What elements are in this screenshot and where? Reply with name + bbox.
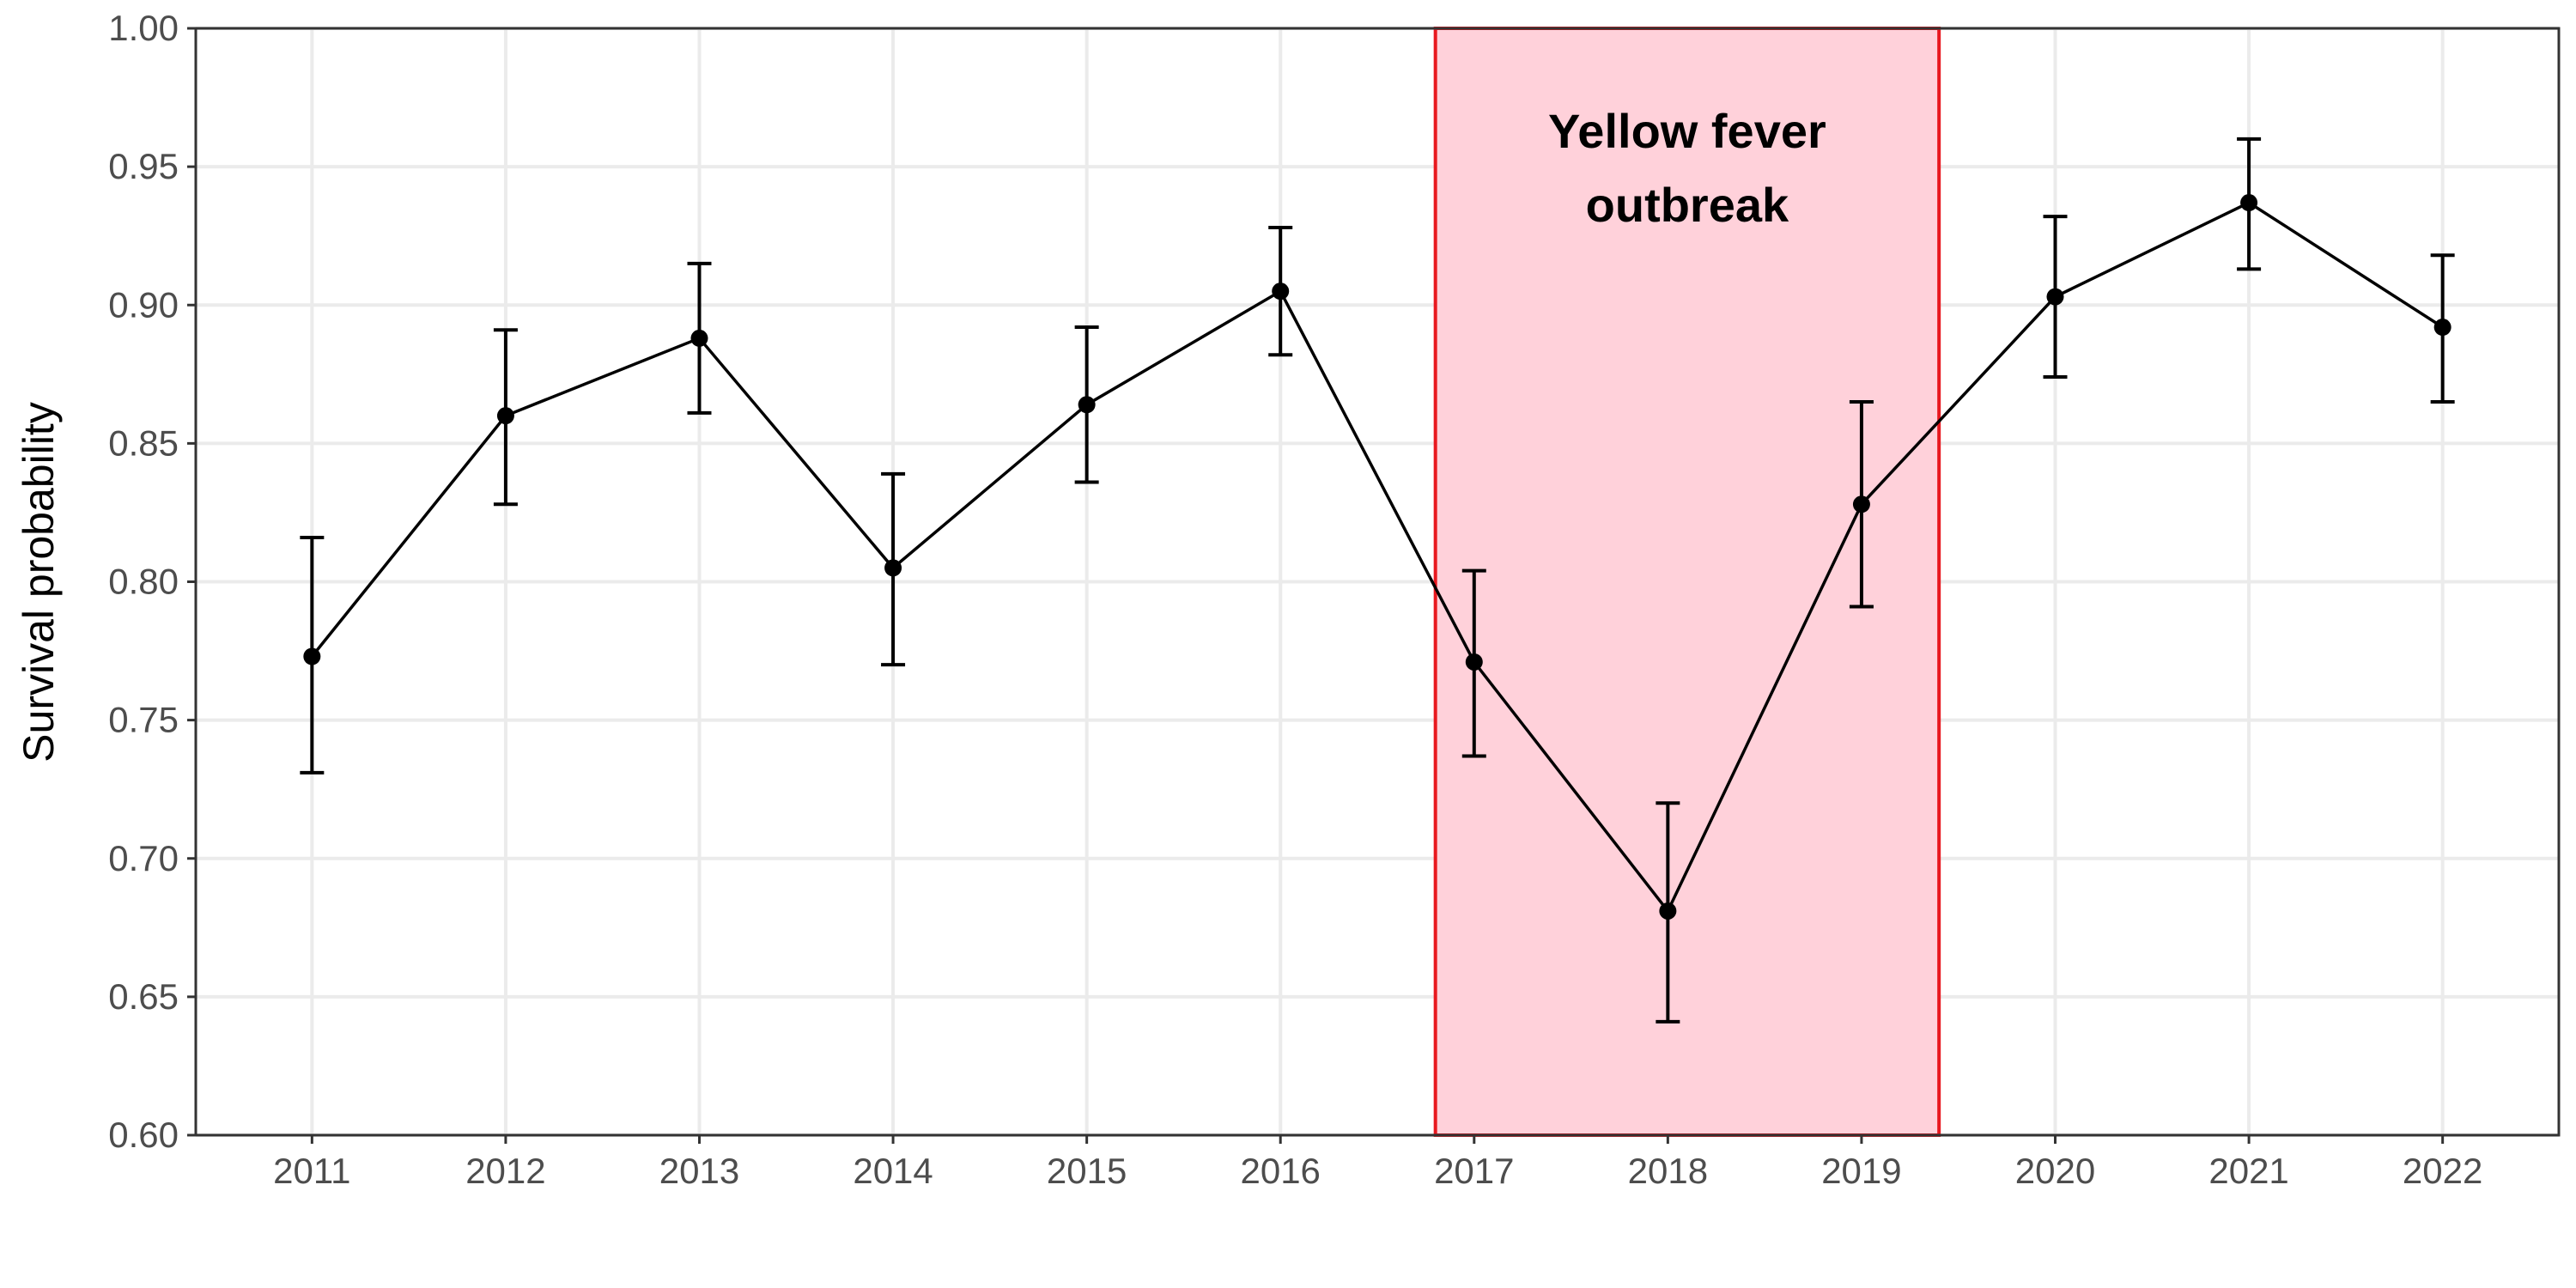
outbreak-shaded-region	[1433, 27, 1941, 1137]
data-point-2022	[2433, 319, 2451, 337]
y-tick-label-0.85: 0.85	[108, 422, 179, 463]
data-point-2015	[1078, 396, 1096, 414]
data-point-2018	[1659, 902, 1677, 920]
y-tick-label-0.70: 0.70	[108, 838, 179, 878]
y-tick-label-0.95: 0.95	[108, 146, 179, 186]
y-tick-label-1.00: 1.00	[108, 8, 179, 48]
x-tick-label-2017: 2017	[1434, 1151, 1514, 1191]
y-axis-title: Survival probability	[15, 402, 63, 762]
y-tick-label-0.90: 0.90	[108, 284, 179, 325]
gridlines	[196, 27, 2559, 1137]
x-tick-label-2013: 2013	[659, 1151, 739, 1191]
data-point-2012	[496, 407, 514, 425]
data-point-2019	[1852, 495, 1870, 513]
data-point-2021	[2240, 194, 2258, 212]
x-tick-label-2022: 2022	[2403, 1151, 2482, 1191]
survival-series	[300, 137, 2455, 1024]
x-tick-label-2020: 2020	[2015, 1151, 2095, 1191]
outbreak-label-line-1: Yellow fever	[1548, 104, 1826, 158]
data-point-2014	[884, 559, 902, 577]
data-point-2011	[303, 647, 321, 665]
data-point-2013	[690, 329, 708, 347]
outbreak-label-line-2: outbreak	[1586, 178, 1789, 232]
outbreak-annotation: Yellow fever outbreak	[1433, 27, 1941, 1137]
x-tick-label-2015: 2015	[1047, 1151, 1127, 1191]
y-tick-label-0.75: 0.75	[108, 700, 179, 740]
axes: 0.60 0.65 0.70 0.75 0.80 0.85 0.90 0.95 1.00 2011…	[108, 8, 2561, 1191]
y-tick-label-0.65: 0.65	[108, 976, 179, 1017]
x-tick-label-2019: 2019	[1821, 1151, 1901, 1191]
x-tick-label-2014: 2014	[853, 1151, 933, 1191]
survival-line	[310, 201, 2444, 914]
x-tick-label-2021: 2021	[2208, 1151, 2288, 1191]
x-tick-label-2016: 2016	[1240, 1151, 1320, 1191]
y-tick-label-0.60: 0.60	[108, 1115, 179, 1155]
data-point-2017	[1465, 653, 1483, 671]
x-tick-label-2018: 2018	[1628, 1151, 1708, 1191]
y-tick-label-0.80: 0.80	[108, 562, 179, 602]
x-tick-label-2011: 2011	[273, 1151, 350, 1191]
data-point-2016	[1272, 283, 1290, 301]
data-point-2020	[2046, 288, 2064, 306]
x-tick-label-2012: 2012	[465, 1151, 545, 1191]
